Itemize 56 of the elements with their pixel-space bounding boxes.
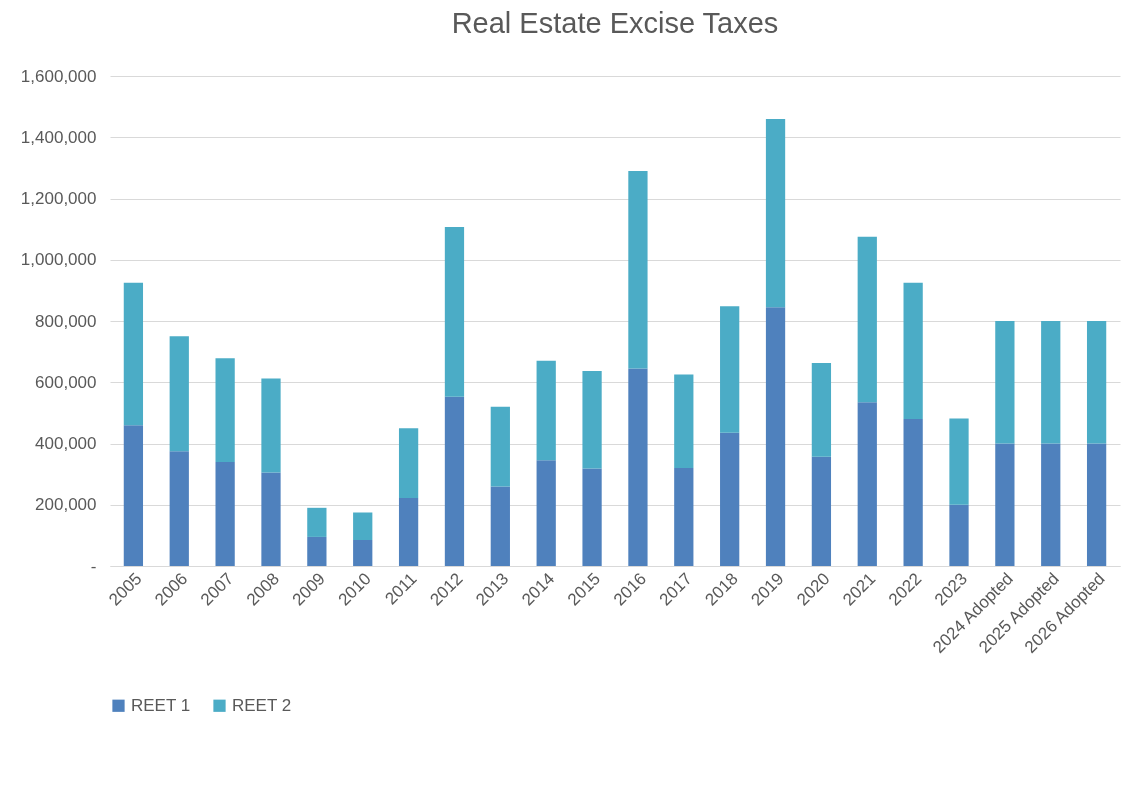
bar	[444, 226, 465, 397]
bar	[674, 374, 694, 468]
bar	[1041, 321, 1061, 444]
bar	[398, 428, 419, 499]
bar	[949, 504, 969, 566]
bar	[1086, 321, 1107, 444]
bar	[720, 306, 740, 433]
bar	[720, 432, 740, 566]
bar	[215, 358, 235, 462]
bar	[353, 512, 373, 540]
bar	[811, 362, 832, 457]
chart-title: Real Estate Excise Taxes	[451, 7, 779, 39]
bar	[811, 456, 832, 566]
y-tick-label: 200,000	[35, 495, 97, 515]
bar	[582, 468, 602, 566]
y-tick-label: 400,000	[35, 434, 97, 453]
bar	[215, 461, 235, 566]
bar	[261, 378, 281, 473]
bar	[765, 118, 786, 308]
bar	[536, 460, 556, 566]
bar	[169, 336, 189, 452]
bar	[123, 425, 144, 566]
bar	[1086, 443, 1107, 566]
bar	[490, 406, 510, 487]
bar	[995, 321, 1015, 444]
y-tick-label: 600,000	[35, 372, 97, 392]
bar	[582, 370, 602, 469]
bar	[169, 451, 189, 566]
bar	[536, 360, 556, 461]
y-tick-label: 1,000,000	[20, 250, 97, 270]
bar	[674, 468, 694, 566]
bar	[307, 507, 327, 537]
y-tick-label: -	[90, 556, 97, 576]
legend-label: REET 1	[131, 695, 191, 715]
y-tick-label: 1,600,000	[20, 66, 97, 86]
bar	[628, 368, 648, 566]
bar	[949, 418, 969, 505]
bar	[995, 443, 1015, 566]
bar	[261, 472, 281, 566]
bar	[444, 396, 465, 566]
bar	[490, 486, 510, 566]
bar	[1041, 443, 1061, 566]
bar	[765, 307, 786, 566]
bar	[903, 419, 923, 566]
bar	[307, 536, 327, 566]
bar	[398, 498, 419, 566]
bar	[123, 282, 144, 426]
y-tick-label: 1,400,000	[20, 127, 97, 147]
bar	[628, 170, 648, 369]
y-tick-label: 1,200,000	[20, 189, 97, 208]
bar	[903, 282, 923, 419]
y-tick-label: 800,000	[35, 311, 97, 331]
legend-label: REET 2	[232, 695, 292, 715]
bar	[857, 236, 877, 403]
bar	[353, 539, 373, 566]
bar	[857, 402, 877, 566]
